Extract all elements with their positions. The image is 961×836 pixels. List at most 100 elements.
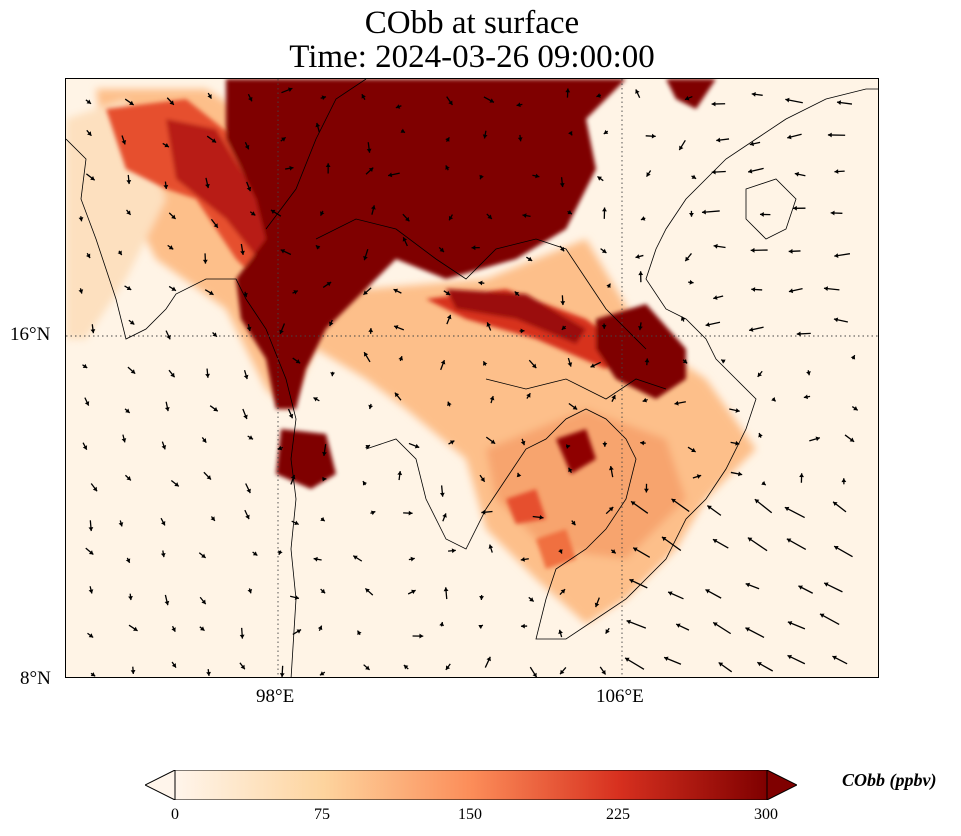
wind-vector-head: [601, 324, 607, 329]
wind-vector-head: [130, 669, 136, 674]
wind-vector-head: [170, 372, 175, 378]
wind-vector-head: [480, 477, 485, 482]
wind-vector-head: [560, 669, 565, 675]
wind-vector-head: [405, 216, 410, 222]
wind-vector-head: [751, 287, 756, 292]
wind-vector-head: [248, 435, 254, 440]
wind-vector-head: [565, 444, 571, 449]
wind-vector-head: [364, 352, 369, 357]
wind-vector-head: [243, 414, 248, 420]
wind-vector-head: [568, 130, 573, 136]
wind-vector-head: [402, 237, 408, 242]
wind-vector-head: [803, 394, 809, 400]
wind-vector-head: [850, 355, 856, 360]
wind-vector-head: [174, 482, 179, 487]
wind-vector-head: [482, 134, 488, 139]
wind-vector-head: [206, 475, 212, 480]
wind-vector-head: [747, 537, 753, 542]
wind-vector-head: [445, 290, 451, 295]
wind-vector-head: [640, 216, 646, 221]
wind-vector-head: [319, 671, 325, 676]
wind-vector-head: [370, 510, 376, 516]
wind-vector-head: [164, 600, 170, 606]
wind-vector-head: [674, 400, 679, 406]
wind-vector-head: [317, 625, 323, 631]
wind-vector-head: [638, 271, 644, 276]
wind-vector-head: [757, 662, 762, 667]
wind-vector-head: [88, 550, 94, 555]
wind-vector-head: [572, 405, 578, 410]
wind-vector-head: [295, 359, 301, 364]
wind-vector-head: [403, 665, 409, 670]
wind-vector-head: [209, 290, 214, 295]
wind-vector-head: [749, 141, 755, 147]
wind-vector-head: [486, 322, 491, 327]
wind-vector-head: [590, 363, 595, 368]
wind-vector-head: [394, 325, 399, 330]
wind-vector-head: [527, 256, 533, 261]
wind-vector-head: [126, 476, 131, 481]
wind-vector-head: [794, 171, 800, 177]
wind-vector-head: [603, 129, 609, 134]
wind-vector-head: [479, 174, 484, 180]
wind-vector-head: [414, 443, 420, 449]
wind-vector-head: [90, 329, 96, 334]
wind-vector-head: [161, 445, 167, 450]
wind-vector-head: [169, 100, 174, 105]
wind-vectors: [78, 87, 859, 677]
gridlines: [66, 79, 878, 677]
wind-vector-head: [602, 442, 608, 447]
wind-vector-head: [288, 413, 294, 419]
wind-vector-head: [320, 211, 325, 216]
wind-vector-head: [786, 538, 792, 543]
wind-vector-head: [608, 466, 614, 471]
wind-vector-head: [361, 94, 366, 99]
wind-vector-head: [691, 447, 696, 452]
wind-vector-head: [240, 250, 245, 255]
wind-vector-head: [210, 516, 215, 521]
wind-vector-head: [313, 556, 318, 562]
wind-vector-head: [757, 372, 762, 377]
wind-vector-head: [560, 301, 566, 306]
wind-vector-head: [559, 183, 565, 188]
wind-vector-head: [368, 328, 374, 333]
wind-vector-head: [611, 395, 616, 400]
wind-vector-head: [247, 588, 253, 594]
wind-vector-head: [486, 656, 491, 662]
wind-vector-head: [823, 286, 828, 292]
wind-vector-head: [784, 506, 790, 512]
wind-vector-head: [745, 627, 750, 632]
wind-vector-head: [638, 326, 643, 331]
wind-vector-shaft: [747, 537, 768, 552]
wind-vector-head: [445, 137, 450, 142]
wind-vector-head: [830, 210, 835, 216]
wind-vector-head: [737, 471, 743, 477]
wind-vector-head: [211, 138, 217, 143]
wind-vector-head: [558, 549, 563, 554]
wind-vector-head: [243, 292, 248, 298]
wind-vector-head: [161, 520, 166, 526]
wind-vector-head: [680, 316, 686, 321]
wind-vector-head: [806, 371, 811, 376]
wind-vector-head: [84, 401, 90, 406]
wind-vector-head: [721, 359, 726, 364]
wind-vector-head: [735, 408, 740, 413]
wind-vector-head: [635, 254, 640, 259]
wind-vector-head: [751, 92, 756, 97]
wind-vector-head: [691, 174, 697, 179]
wind-vector-head: [478, 624, 483, 630]
wind-vector-head: [761, 480, 766, 486]
wind-vector-head: [735, 440, 740, 446]
wind-vector-head: [201, 599, 206, 605]
wind-vector-head: [320, 516, 325, 522]
wind-vector-head: [487, 214, 492, 219]
wind-vector-head: [597, 176, 602, 181]
wind-vector-head: [788, 288, 794, 294]
wind-vector-head: [745, 582, 751, 588]
colorbar-graphic: [143, 769, 799, 801]
coastlines-and-borders: [66, 79, 878, 677]
wind-vector-head: [171, 663, 177, 668]
wind-vector-head: [164, 406, 170, 412]
wind-vector-head: [394, 392, 400, 398]
wind-vector-head: [520, 328, 525, 334]
